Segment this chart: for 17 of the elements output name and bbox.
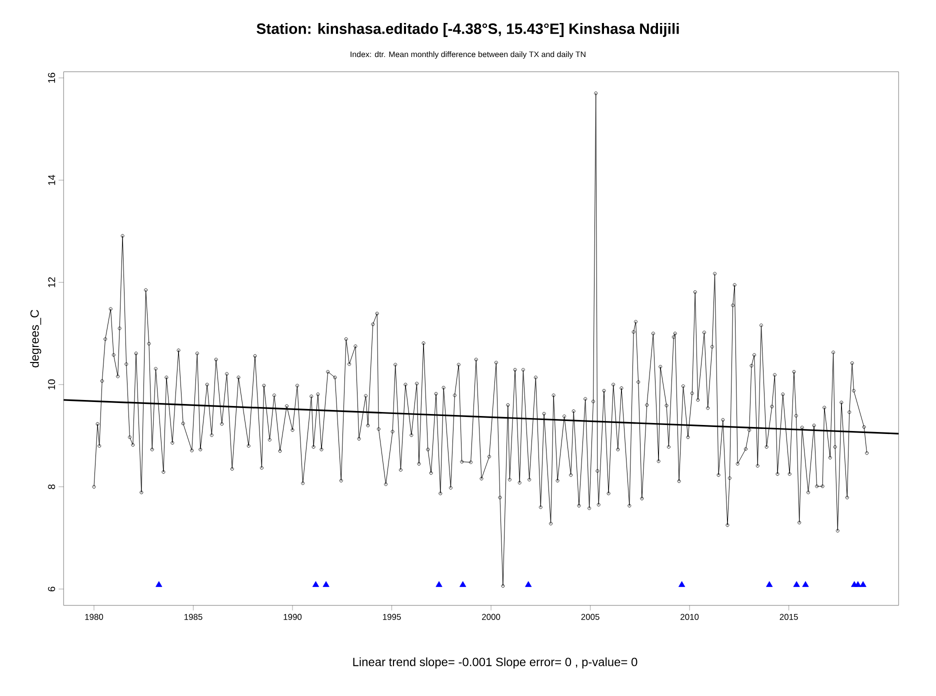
y-tick-label: 14 <box>48 174 56 185</box>
y-tick-label: 6 <box>48 586 56 592</box>
x-tick-label: 2000 <box>482 614 500 620</box>
y-tick-label: 10 <box>48 379 56 390</box>
chart-title: Station: kinshasa.editado [-4.38°S, 15.43°E] Kinshasa Ndijili <box>256 23 679 37</box>
y-tick-label: 8 <box>48 484 56 490</box>
y-tick-label: 16 <box>48 72 56 83</box>
x-tick-label: 2010 <box>680 614 699 620</box>
y-axis-title: degrees_C <box>30 310 42 368</box>
x-tick-label: 1985 <box>184 614 202 620</box>
x-tick-label: 1995 <box>382 614 401 620</box>
x-tick-label: 1980 <box>85 614 104 620</box>
y-tick-label: 12 <box>48 277 56 288</box>
x-tick-label: 2005 <box>581 614 600 620</box>
x-tick-label: 1990 <box>284 614 302 620</box>
x-tick-label: 2015 <box>780 614 798 620</box>
text: Linear trend slope= -0.001 Slope error= 0 , p-value= 0 <box>353 657 638 669</box>
